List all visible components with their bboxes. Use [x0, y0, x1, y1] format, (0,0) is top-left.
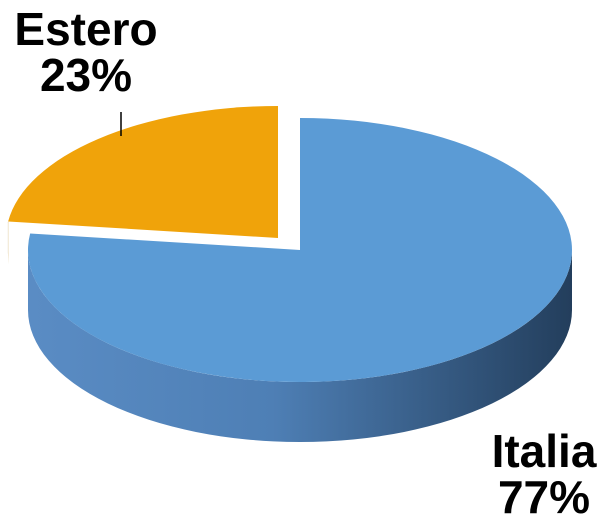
data-label-italia-value: 77% — [497, 471, 591, 523]
data-label-italia: Italia 77% — [482, 428, 606, 520]
pie-slice-italia — [28, 118, 573, 442]
data-label-estero: Estero 23% — [6, 6, 166, 98]
pie-slice-estero — [7, 106, 278, 264]
data-label-estero-name: Estero — [14, 3, 158, 55]
pie-slice-estero-top — [8, 106, 278, 238]
data-label-estero-value: 23% — [39, 49, 133, 101]
pie-slice-italia-top — [28, 118, 573, 383]
pie-slice-italia-side — [28, 250, 572, 442]
data-label-italia-name: Italia — [491, 425, 597, 477]
